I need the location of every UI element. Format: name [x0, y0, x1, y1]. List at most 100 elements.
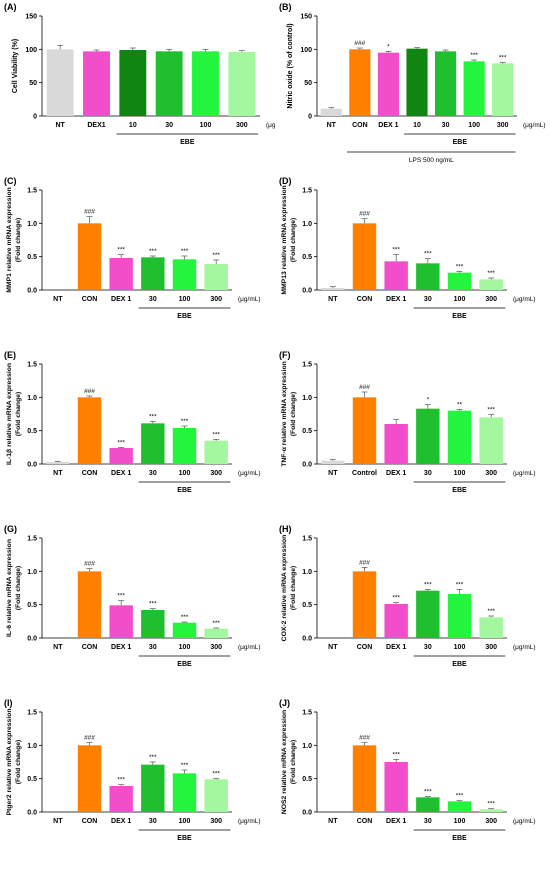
x-tick-label: NT	[328, 644, 338, 651]
x-tick-label: DEX 1	[378, 122, 398, 129]
y-tick-label: 0.0	[302, 462, 312, 469]
panel-c: (C) 0.0 0.5 1.0 1.5 MMP1 relative mRNA expres…	[0, 174, 275, 348]
significance-mark: ***	[424, 789, 432, 796]
y-axis-label-2: (Fold change)	[290, 740, 297, 785]
bar-10	[119, 50, 147, 116]
significance-mark: **	[457, 401, 463, 408]
group-label: LPS 500 ng/mL	[409, 157, 454, 164]
x-tick-label: NT	[53, 296, 63, 303]
y-axis-label-2: (Fold change)	[290, 392, 297, 437]
panel-i: (I) 0.0 0.5 1.0 1.5 Ptger2 relative mRNA expr…	[0, 696, 275, 870]
significance-mark: ***	[181, 762, 189, 769]
group-label: EBE	[452, 487, 467, 494]
y-tick-label: 0.0	[27, 636, 37, 643]
x-tick-label: NT	[328, 296, 338, 303]
y-tick-label: 1.0	[302, 569, 312, 576]
x-tick-label: 100	[454, 470, 466, 477]
y-tick-label: 0.0	[302, 636, 312, 643]
x-tick-label: 300	[210, 644, 222, 651]
y-tick-label: 0.0	[302, 288, 312, 295]
significance-mark: ***	[149, 754, 157, 761]
significance-mark: ###	[359, 211, 370, 218]
x-tick-label: NT	[53, 818, 63, 825]
bar-dex-1	[109, 258, 133, 290]
significance-mark: ***	[212, 620, 220, 627]
y-tick-label: 0.5	[27, 602, 37, 609]
x-tick-label: 100	[179, 296, 191, 303]
bar-300	[492, 63, 514, 116]
bar-nt	[320, 108, 342, 116]
bar-30	[435, 51, 457, 117]
x-tick-label: CON	[82, 470, 98, 477]
group-label: EBE	[177, 661, 192, 668]
bar-dex-1	[377, 52, 399, 116]
y-tick-label: 1.5	[27, 536, 37, 543]
bar-30	[141, 764, 165, 812]
bar-300	[228, 52, 256, 116]
significance-mark: ***	[117, 777, 125, 784]
y-axis-label: MMP13 relative mRNA expression	[281, 185, 288, 294]
bar-con	[352, 745, 377, 812]
y-tick-label: 0.0	[27, 288, 37, 295]
x-tick-label: 30	[442, 122, 450, 129]
bar-100	[447, 410, 472, 464]
y-tick-label: 1.5	[302, 536, 312, 543]
bar-dex-1	[384, 261, 408, 290]
y-axis-label: Cell Viability (%)	[12, 39, 19, 93]
significance-mark: ***	[117, 439, 125, 446]
significance-mark: ***	[392, 247, 400, 254]
bar-300	[204, 628, 228, 638]
bar-control	[352, 397, 377, 464]
x-tick-label: DEX 1	[386, 470, 406, 477]
x-tick-label: 30	[424, 470, 432, 477]
y-axis-label-2: (Fold change)	[15, 740, 22, 785]
bar-30	[141, 423, 165, 464]
significance-mark: ***	[487, 608, 495, 615]
bar-con	[352, 223, 377, 290]
bar-con	[77, 745, 102, 812]
x-tick-label: 10	[413, 122, 421, 129]
panel-f: (F) 0.0 0.5 1.0 1.5 TNF-α relative mRNA expre…	[275, 348, 550, 522]
x-tick-label: CON	[357, 818, 373, 825]
unit-label: (μg/mL)	[513, 470, 536, 477]
significance-mark: ***	[456, 793, 464, 800]
y-tick-label: 0.5	[27, 428, 37, 435]
bar-30	[416, 263, 440, 290]
x-tick-label: CON	[82, 296, 98, 303]
y-tick-label: 0.5	[302, 602, 312, 609]
bar-100	[192, 51, 219, 117]
significance-mark: ###	[359, 384, 370, 391]
y-tick-label: 1.5	[27, 710, 37, 717]
bar-300	[204, 779, 228, 812]
significance-mark: ***	[456, 581, 464, 588]
panel-h: (H) 0.0 0.5 1.0 1.5 COX-2 relative mRNA expre…	[275, 522, 550, 696]
panel-f-chart: (F) 0.0 0.5 1.0 1.5 TNF-α relative mRNA expre…	[279, 350, 536, 494]
group-label: EBE	[177, 487, 192, 494]
y-axis-label: NOS2 relative mRNA expression	[281, 710, 288, 814]
x-tick-label: 100	[454, 296, 466, 303]
bar-dex-1	[384, 424, 408, 464]
y-tick-label: 1.5	[27, 362, 37, 369]
bar-dex-1	[109, 786, 133, 812]
y-tick-label: 100	[300, 47, 312, 54]
x-tick-label: 300	[236, 122, 248, 129]
y-axis-label: MMP1 relative mRNA expression	[6, 187, 13, 293]
group-label: EBE	[452, 313, 467, 320]
bar-con	[77, 397, 102, 464]
unit-label: (μg/mL)	[238, 644, 261, 651]
bar-dex-1	[384, 762, 408, 812]
bar-300	[479, 617, 503, 638]
panel-e-chart: (E) 0.0 0.5 1.0 1.5 IL-1β relative mRNA expre…	[4, 350, 261, 494]
x-tick-label: DEX 1	[111, 818, 131, 825]
significance-mark: ***	[181, 418, 189, 425]
y-tick-label: 0	[33, 114, 37, 121]
panel-e: (E) 0.0 0.5 1.0 1.5 IL-1β relative mRNA expre…	[0, 348, 275, 522]
bar-300	[479, 279, 503, 290]
significance-mark: *	[387, 43, 390, 50]
significance-mark: ***	[424, 251, 432, 258]
x-tick-label: DEX1	[87, 122, 105, 129]
significance-mark: ***	[392, 751, 400, 758]
significance-mark: ***	[470, 52, 478, 59]
panel-c-chart: (C) 0.0 0.5 1.0 1.5 MMP1 relative mRNA expres…	[4, 176, 261, 320]
bar-100	[172, 622, 197, 638]
